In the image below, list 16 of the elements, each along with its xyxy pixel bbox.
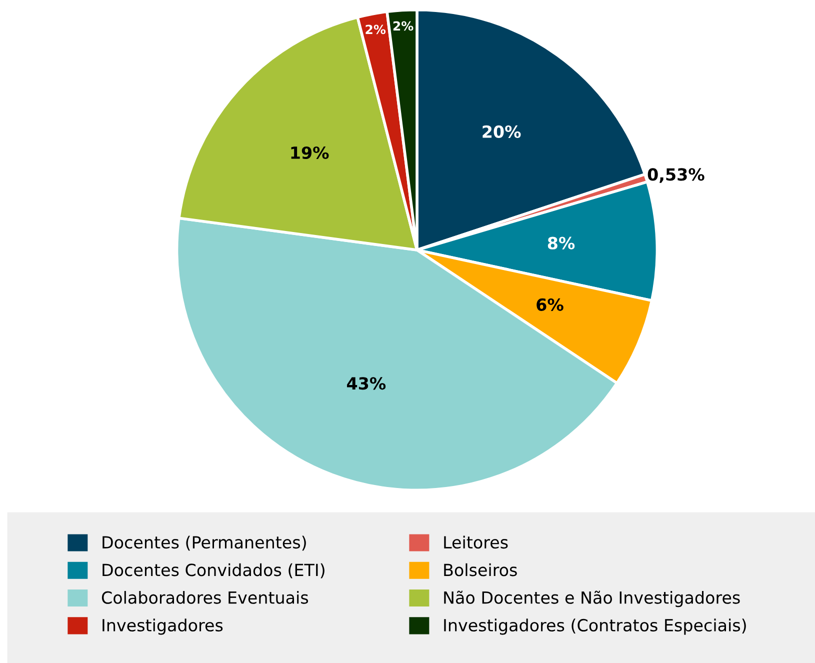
legend-label: Investigadores (Contratos Especiais) <box>444 618 746 635</box>
data-label: 2% <box>366 24 386 34</box>
data-label: 43% <box>346 377 386 390</box>
legend-label: Não Docentes e Não Investigadores <box>444 590 740 608</box>
legend-label: Bolseiros <box>444 563 517 576</box>
data-label: 0,53% <box>648 168 704 183</box>
legend-label: Colaboradores Eventuais <box>102 590 308 604</box>
data-label: 19% <box>291 146 329 160</box>
data-label: 2% <box>393 21 414 31</box>
legend-label: Leitores <box>444 536 508 549</box>
data-label: 20% <box>482 125 521 138</box>
legend-label: Docentes Convidados (ETI) <box>102 563 324 578</box>
data-label: 8% <box>548 236 575 250</box>
data-label: 6% <box>536 298 564 311</box>
legend-label: Investigadores <box>102 618 223 635</box>
legend-label: Docentes (Permanentes) <box>102 536 306 551</box>
